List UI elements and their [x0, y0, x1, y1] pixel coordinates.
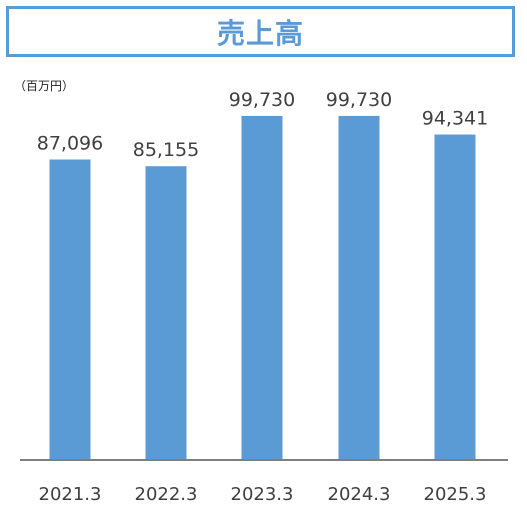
category-label-2023.3: 2023.3: [231, 484, 294, 505]
value-labels-group: 87,096 85,155 99,730 99,730 94,341: [37, 89, 488, 161]
value-label-2023.3: 99,730: [229, 89, 295, 111]
category-labels-group: 2021.3 2022.3 2023.3 2024.3 2025.3: [39, 484, 487, 505]
category-label-2021.3: 2021.3: [39, 484, 102, 505]
value-label-2024.3: 99,730: [326, 89, 392, 111]
value-label-2021.3: 87,096: [37, 133, 103, 155]
category-label-2022.3: 2022.3: [135, 484, 198, 505]
category-label-2025.3: 2025.3: [424, 484, 487, 505]
chart-title: 売上高: [216, 16, 304, 50]
bar-2023.3: [241, 115, 283, 460]
value-label-2025.3: 94,341: [422, 108, 488, 130]
value-label-2022.3: 85,155: [133, 139, 199, 161]
bars-group: [49, 115, 476, 460]
bar-2021.3: [49, 159, 91, 460]
chart-title-box: 売上高: [6, 6, 515, 57]
unit-label: （百万円）: [14, 79, 75, 93]
bar-2025.3: [434, 134, 476, 460]
bar-2024.3: [338, 115, 380, 460]
category-label-2024.3: 2024.3: [328, 484, 391, 505]
bar-2022.3: [145, 166, 187, 460]
